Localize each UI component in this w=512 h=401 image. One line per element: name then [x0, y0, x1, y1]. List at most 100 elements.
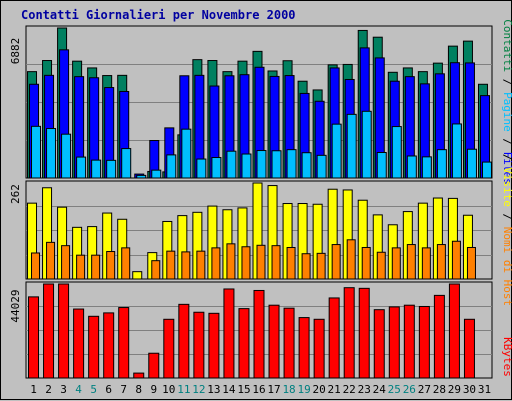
bar-pagine-9	[151, 169, 162, 179]
legend-panel-3: KBytes	[501, 337, 512, 377]
bar-kbytes-27	[418, 305, 430, 379]
x-tick-label-16: 16	[252, 383, 265, 396]
legend-panel-2: / Visite / Nomi di Host	[501, 154, 512, 306]
bar-kbytes-25	[388, 306, 400, 379]
bar-kbytes-24	[373, 309, 385, 379]
x-tick-label-25: 25	[388, 383, 401, 396]
bar-host-14	[226, 243, 236, 280]
x-tick-label-29: 29	[448, 383, 461, 396]
bar-kbytes-13	[208, 312, 220, 379]
bar-host-26	[406, 244, 416, 280]
bar-host-23	[361, 246, 371, 280]
x-tick-label-14: 14	[222, 383, 236, 396]
bar-kbytes-4	[73, 308, 85, 379]
bar-pagine-3	[61, 133, 72, 179]
x-tick-label-13: 13	[207, 383, 220, 396]
x-tick-label-4: 4	[75, 383, 82, 396]
bar-kbytes-28	[433, 294, 445, 379]
x-tick-label-22: 22	[343, 383, 356, 396]
x-tick-label-8: 8	[135, 383, 142, 396]
x-tick-label-6: 6	[105, 383, 112, 396]
legend-panel-2-part: Nomi di Host	[501, 227, 512, 306]
y-max-label-2: 262	[9, 184, 22, 204]
bar-host-21	[331, 244, 341, 280]
chart-title: Contatti Giornalieri per Novembre 2000	[21, 8, 296, 22]
bar-kbytes-8	[133, 372, 145, 379]
bar-pagine-22	[346, 113, 357, 179]
bar-pagine-26	[406, 155, 417, 179]
bar-kbytes-21	[328, 297, 340, 379]
bar-host-4	[76, 254, 86, 280]
bar-pagine-28	[436, 149, 447, 179]
bar-pagine-8	[136, 174, 147, 179]
bar-pagine-7	[121, 148, 132, 179]
bar-host-11	[181, 251, 191, 280]
bar-kbytes-12	[193, 311, 205, 379]
bar-kbytes-2	[43, 283, 55, 379]
bar-host-30	[466, 246, 476, 280]
bar-pagine-12	[196, 158, 207, 179]
bar-pagine-21	[331, 123, 342, 179]
bar-kbytes-9	[148, 352, 160, 379]
bar-host-1	[31, 252, 41, 280]
bar-kbytes-16	[253, 289, 265, 379]
bar-pagine-5	[91, 159, 102, 179]
x-tick-label-30: 30	[463, 383, 476, 396]
bar-host-16	[256, 244, 266, 280]
legend-panel-1: Contatti / Pagine / Files	[501, 19, 512, 185]
x-tick-label-24: 24	[373, 383, 387, 396]
bar-visite-8	[132, 271, 143, 280]
bar-kbytes-11	[178, 303, 190, 379]
bar-host-17	[271, 245, 281, 280]
x-tick-label-31: 31	[478, 383, 491, 396]
bar-pagine-23	[361, 110, 372, 179]
x-tick-label-21: 21	[328, 383, 341, 396]
y-max-label-1: 6882	[9, 38, 22, 65]
bar-pagine-2	[46, 128, 57, 179]
legend-panel-1-part: /	[501, 132, 512, 152]
x-tick-label-1: 1	[30, 383, 37, 396]
legend-panel-2-part: Visite	[501, 167, 512, 207]
legend-panel-2-part: /	[501, 207, 512, 227]
bar-host-18	[286, 246, 296, 280]
x-tick-label-20: 20	[313, 383, 326, 396]
legend-panel-1-part: Pagine	[501, 92, 512, 132]
bar-pagine-15	[241, 153, 252, 179]
bar-host-22	[346, 239, 356, 280]
x-tick-label-19: 19	[297, 383, 310, 396]
x-tick-label-3: 3	[60, 383, 67, 396]
y-max-label-3: 44029	[9, 289, 22, 322]
x-tick-label-12: 12	[192, 383, 205, 396]
bar-pagine-24	[376, 151, 387, 179]
bar-pagine-25	[391, 126, 402, 179]
x-tick-label-15: 15	[237, 383, 250, 396]
bar-pagine-6	[106, 159, 117, 179]
bar-kbytes-3	[58, 283, 70, 379]
bar-kbytes-19	[298, 317, 310, 379]
x-tick-label-10: 10	[162, 383, 175, 396]
bar-host-2	[46, 241, 56, 280]
bar-host-9	[151, 260, 161, 280]
legend-panel-2-part: /	[501, 154, 512, 167]
bar-host-24	[376, 251, 386, 280]
bar-pagine-14	[226, 150, 237, 179]
x-tick-label-5: 5	[90, 383, 97, 396]
legend-panel-1-part: Contatti	[501, 19, 512, 72]
legend-panel-1-part: Files	[501, 152, 512, 185]
legend-panel-1-part: /	[501, 72, 512, 92]
bar-kbytes-15	[238, 308, 250, 379]
x-tick-label-17: 17	[267, 383, 280, 396]
bar-host-12	[196, 250, 206, 280]
bar-pagine-29	[451, 123, 462, 179]
bar-host-7	[121, 247, 131, 280]
bar-pagine-27	[421, 156, 432, 179]
bar-host-5	[91, 254, 101, 280]
bar-pagine-10	[166, 154, 177, 179]
bar-kbytes-17	[268, 304, 280, 379]
bar-pagine-20	[316, 154, 327, 179]
x-tick-label-18: 18	[282, 383, 295, 396]
x-tick-label-26: 26	[403, 383, 416, 396]
bar-host-19	[301, 253, 311, 280]
